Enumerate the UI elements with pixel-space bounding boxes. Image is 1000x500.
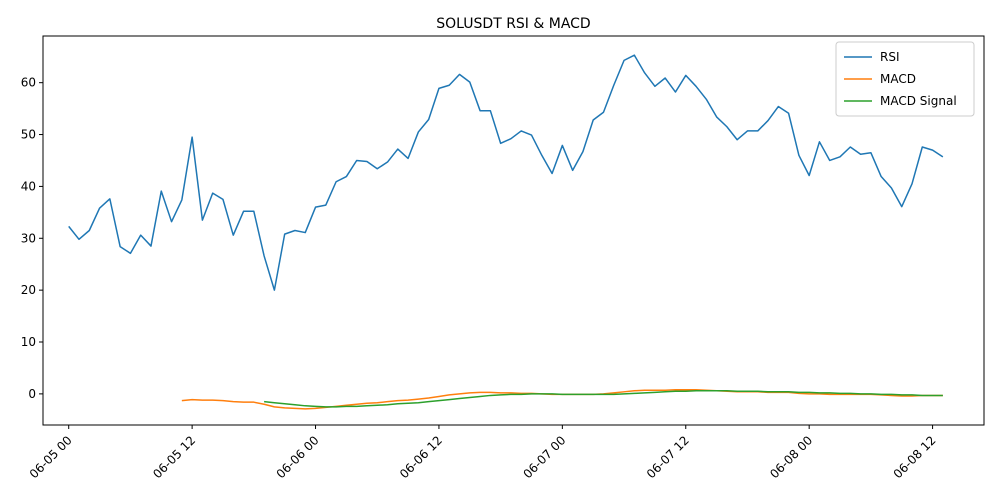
y-tick-label: 10	[21, 335, 36, 349]
legend-label-macd: MACD	[880, 72, 916, 86]
y-axis: 0 10 20 30 40 50 60	[21, 76, 43, 401]
chart-title: SOLUSDT RSI & MACD	[436, 16, 590, 32]
legend-label-rsi: RSI	[880, 50, 900, 64]
axes-frame	[42, 35, 985, 426]
legend-box	[835, 41, 975, 117]
legend-label-macd-signal: MACD Signal	[880, 94, 957, 108]
y-tick-label: 20	[21, 283, 36, 297]
y-tick-label: 0	[28, 387, 36, 401]
y-tick-label: 50	[21, 128, 36, 142]
rsi-line	[68, 54, 944, 291]
y-tick-label: 30	[21, 231, 36, 245]
y-tick-label: 60	[21, 76, 36, 90]
series-layer	[68, 54, 944, 410]
y-tick-label: 40	[21, 179, 36, 193]
legend: RSI MACD MACD Signal	[835, 41, 975, 117]
macd-signal-line	[264, 390, 943, 408]
